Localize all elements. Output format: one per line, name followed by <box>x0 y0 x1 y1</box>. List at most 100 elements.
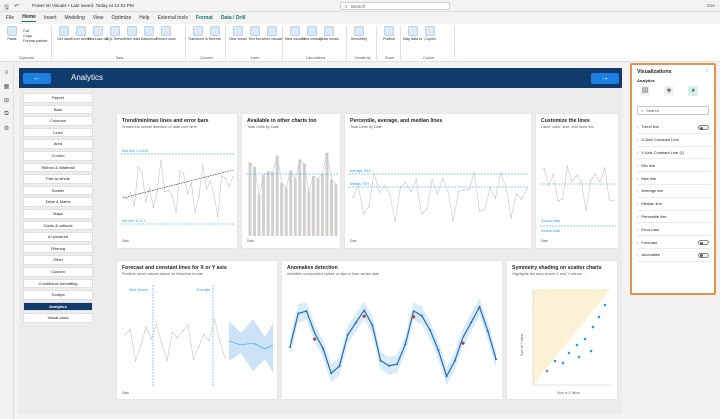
option-label: Y-Axis Constant Line (1) <box>641 149 685 155</box>
option-forecast[interactable]: › Forecast <box>637 236 711 249</box>
excel-workbook-button[interactable]: Excel workbook <box>71 26 91 41</box>
collapse-pane-icon[interactable]: ‹ <box>706 68 708 74</box>
copilot-icon <box>425 26 435 36</box>
get-data-button[interactable]: Get data <box>57 26 71 41</box>
nav-tooltips[interactable]: Tooltips <box>23 290 93 300</box>
quick-measure-button[interactable]: Quick measure <box>319 26 339 41</box>
back-button[interactable]: ← <box>23 73 51 84</box>
tab-file[interactable]: File <box>6 15 15 21</box>
card-forecast[interactable]: Forecast and constant lines for X or Y a… <box>116 260 278 400</box>
nav-part-to-whole[interactable]: Part-to-whole <box>23 174 93 184</box>
option-anomalies[interactable]: › Anomalies <box>637 249 711 262</box>
undo-icon[interactable]: ↶ <box>14 4 20 10</box>
text-box-button[interactable]: Text box <box>248 26 262 41</box>
nav-maps[interactable]: Maps <box>23 208 93 219</box>
sql-server-button[interactable]: SQL Server <box>106 26 124 41</box>
nav-report[interactable]: Report <box>23 93 93 103</box>
nav-columns[interactable]: Columns <box>23 116 93 126</box>
model-view-icon[interactable]: ⊞ <box>3 98 10 104</box>
publish-button[interactable]: Publish <box>382 26 396 41</box>
option-error-bars[interactable]: › Error bars <box>637 223 711 237</box>
nav-ai-powered[interactable]: AI powered <box>23 232 93 242</box>
nav-scatter[interactable]: Scatter <box>23 185 93 196</box>
nav-bars[interactable]: Bars <box>23 104 93 115</box>
nav-other[interactable]: Other <box>23 255 93 265</box>
tab-view[interactable]: View <box>92 15 104 21</box>
option-min-line[interactable]: › Min line <box>637 159 711 173</box>
nav-visual-calcs[interactable]: Visual calcs <box>23 313 93 323</box>
option-trend-line[interactable]: › Trend line <box>637 121 711 134</box>
page-navigator: Report Bars Columns Lines Area Combo Ribbon & … <box>23 93 93 323</box>
analytics-search-input[interactable]: ⌕ Search <box>637 106 709 115</box>
card-symmetry[interactable]: Symmetry shading on scatter charts Highl… <box>506 260 618 400</box>
save-icon[interactable]: 🖫 <box>4 5 10 11</box>
format-painter-button[interactable]: Format painter <box>23 39 48 43</box>
copy-button[interactable]: Copy <box>23 34 32 38</box>
card-columns[interactable]: Available in other charts too Total Unit… <box>241 113 341 249</box>
card-subtitle: Identifies unexpected spikes or dips in … <box>287 272 380 276</box>
card-subtitle: Shows the overall direction of data over… <box>122 125 197 129</box>
analytics-icon[interactable]: ◕ <box>688 86 698 96</box>
nav-combo[interactable]: Combo <box>23 150 93 161</box>
document-title: Power BI Visuals • Last saved: Today at … <box>32 3 134 8</box>
refresh-button[interactable]: Refresh <box>208 26 222 41</box>
toggle-switch[interactable] <box>698 240 709 246</box>
report-view-icon[interactable]: ≡ <box>4 70 9 76</box>
toggle-switch[interactable] <box>698 125 709 130</box>
option-label: Trend line <box>641 124 659 130</box>
tab-help[interactable]: Help <box>139 15 150 21</box>
settings-icon[interactable]: ⚙ <box>3 126 10 132</box>
sensitivity-button[interactable]: Sensitivity <box>351 26 367 41</box>
nav-filtering[interactable]: Filtering <box>23 243 93 254</box>
more-visuals-button[interactable]: More visuals <box>262 26 282 41</box>
toggle-switch[interactable] <box>698 252 709 258</box>
tab-external-tools[interactable]: External tools <box>157 15 188 21</box>
onelake-data-hub-button[interactable]: OneLake data hub <box>88 26 108 41</box>
new-visual-calculation-button[interactable]: New visual calculation <box>285 26 305 41</box>
option-x-axis-constant-line[interactable]: › X-Axis Constant Line <box>637 134 711 147</box>
filters-pane-collapsed[interactable] <box>624 63 629 123</box>
tab-modeling[interactable]: Modeling <box>64 15 85 21</box>
option-median-line[interactable]: › Median line <box>637 198 711 211</box>
nav-conditional-formatting[interactable]: Conditional formatting <box>23 278 93 289</box>
map-data-to--button[interactable]: Map data to ... <box>403 26 423 41</box>
card-customize[interactable]: Customize the lines Label, color, size, … <box>535 113 619 249</box>
option-average-line[interactable]: › Average line <box>637 185 711 198</box>
recent-sources-button[interactable]: Recent sources <box>156 26 176 41</box>
new-visual-button[interactable]: New visual <box>229 26 247 41</box>
dataverse-button[interactable]: Dataverse <box>141 26 157 41</box>
nav-area[interactable]: Area <box>23 139 93 149</box>
card-anomalies[interactable]: Anomalies detection Identifies unexpecte… <box>281 260 503 400</box>
card-trend[interactable]: Trend/min/max lines and error bars Shows… <box>116 113 238 249</box>
tab-insert[interactable]: Insert <box>43 15 57 21</box>
new-measure-button[interactable]: New measure <box>302 26 322 41</box>
excel-workbook-icon <box>76 26 86 36</box>
option-percentile-line[interactable]: › Percentile line <box>637 211 711 224</box>
tab-format[interactable]: Format <box>195 15 213 21</box>
card-percentile[interactable]: Percentile, average, and median lines To… <box>344 113 532 249</box>
search-box[interactable]: ⌕ Search <box>340 2 450 10</box>
paste-button[interactable]: Paste <box>5 26 19 41</box>
table-view-icon[interactable]: ▦ <box>3 84 10 90</box>
option-y-axis-constant-line-1-[interactable]: › Y-Axis Constant Line (1) <box>637 147 711 160</box>
next-button[interactable]: → <box>591 73 619 84</box>
enter-data-button[interactable]: Enter data <box>124 26 140 41</box>
nav-ribbon-waterfall[interactable]: Ribbon & Waterfall <box>23 162 93 173</box>
tab-optimize[interactable]: Optimize <box>111 15 132 21</box>
nav-custom[interactable]: Custom <box>23 266 93 277</box>
cut-button[interactable]: Cut <box>23 29 29 33</box>
nav-table-matrix[interactable]: Table & Matrix <box>23 197 93 207</box>
format-visual-icon[interactable]: ◈ <box>664 86 674 96</box>
option-max-line[interactable]: › Max line <box>637 172 711 185</box>
new-visual-icon <box>233 26 243 36</box>
dax-query-icon[interactable]: ⧉ <box>4 111 9 117</box>
build-visual-icon[interactable]: ▤ <box>640 86 650 96</box>
nav-lines[interactable]: Lines <box>23 127 93 138</box>
user-name[interactable]: Zoe <box>707 3 715 8</box>
tab-home[interactable]: Home <box>22 14 36 22</box>
tab-data-drill[interactable]: Data / Drill <box>220 15 246 21</box>
transform-data-button[interactable]: Transform data <box>188 26 208 41</box>
copilot-button[interactable]: Copilot <box>423 26 437 41</box>
nav-cards-callouts[interactable]: Cards & callouts <box>23 220 93 231</box>
nav-analytics[interactable]: Analytics <box>23 301 93 312</box>
